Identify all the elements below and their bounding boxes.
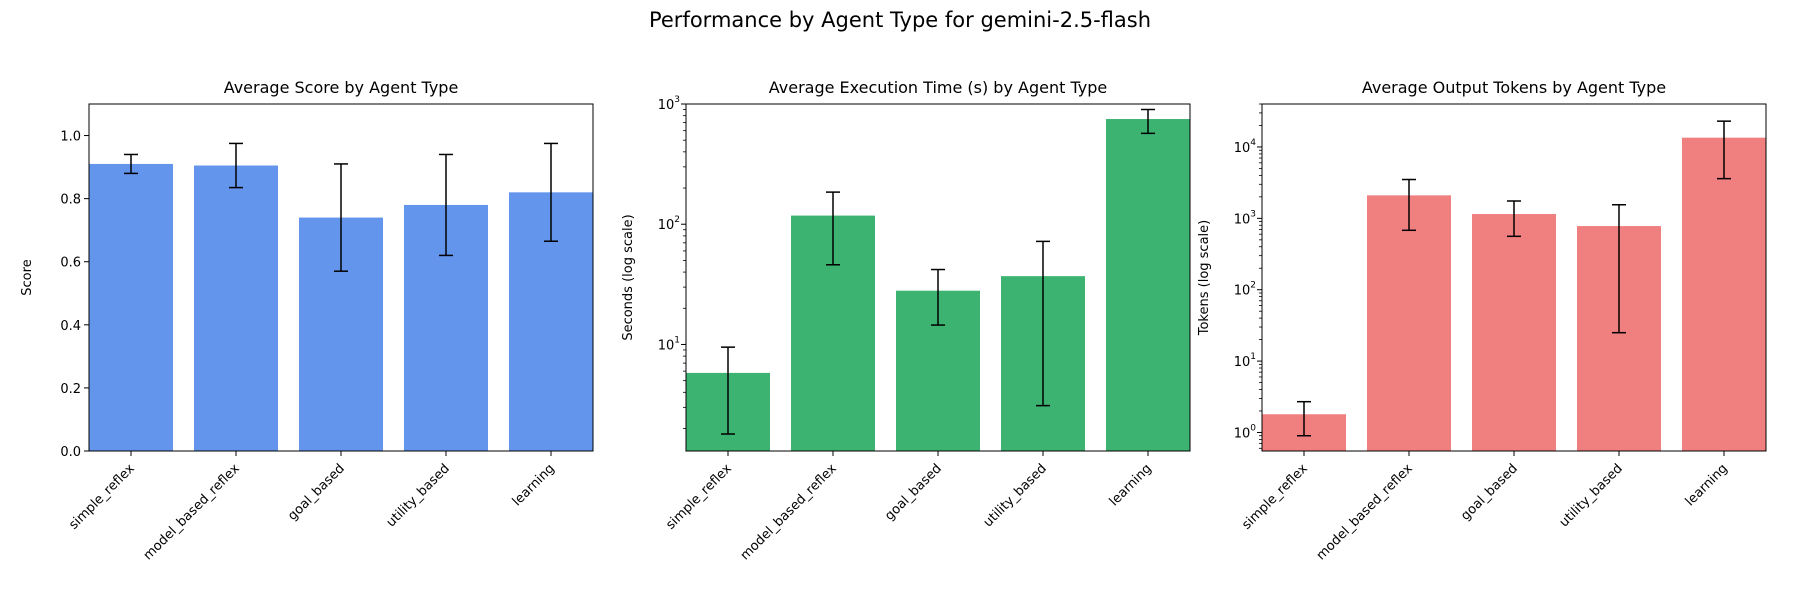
y-tick-label: 101 [658, 335, 680, 353]
bar-model_based_reflex [1367, 195, 1451, 451]
error-bar-utility_based [1036, 240, 1050, 407]
subplot-title: Average Output Tokens by Agent Type [1362, 78, 1666, 97]
error-bar-utility_based [439, 153, 453, 257]
error-bar-simple_reflex [721, 346, 735, 435]
bar-simple_reflex [89, 163, 173, 451]
y-tick-label: 0.6 [60, 256, 81, 271]
subplot-title: Average Score by Agent Type [224, 78, 459, 97]
error-bar-utility_based [1612, 204, 1626, 334]
x-tick-label-model_based_reflex: model_based_reflex [141, 461, 243, 563]
y-tick-label: 0.2 [60, 382, 81, 397]
x-tick-label-goal_based: goal_based [1458, 461, 1521, 524]
y-tick-label: 101 [1234, 352, 1256, 370]
x-tick-label-learning: learning [1683, 461, 1731, 509]
error-bar-model_based_reflex [826, 191, 840, 266]
y-axis-label: Score [20, 259, 35, 295]
x-tick-label-learning: learning [510, 461, 558, 509]
x-tick-label-model_based_reflex: model_based_reflex [738, 461, 840, 563]
error-bar-goal_based [334, 163, 348, 272]
y-tick-label: 0.4 [60, 319, 81, 334]
y-tick-label: 0.8 [60, 193, 81, 208]
error-bar-goal_based [931, 268, 945, 326]
bar-model_based_reflex [194, 165, 278, 451]
subplot-2: 101 102 103 simple_reflex model_based_reflex… [621, 78, 1191, 563]
error-bar-simple_reflex [124, 153, 138, 175]
figure-title: Performance by Agent Type for gemini-2.5… [648, 8, 1152, 32]
error-bar-learning [544, 142, 558, 242]
x-tick-label-learning: learning [1107, 461, 1155, 509]
error-bar-learning [1141, 108, 1155, 135]
x-tick-label-utility_based: utility_based [384, 461, 453, 530]
x-tick-label-utility_based: utility_based [1557, 461, 1626, 530]
subplot-title: Average Execution Time (s) by Agent Type [769, 78, 1107, 97]
error-bar-model_based_reflex [229, 142, 243, 189]
error-bar-simple_reflex [1297, 400, 1311, 437]
y-axis-label: Seconds (log scale) [621, 214, 636, 340]
y-axis-label: Tokens (log scale) [1197, 220, 1212, 336]
error-bar-goal_based [1507, 200, 1521, 238]
error-bar-model_based_reflex [1402, 178, 1416, 232]
x-tick-label-model_based_reflex: model_based_reflex [1314, 461, 1416, 563]
y-tick-label: 102 [658, 215, 680, 233]
x-tick-label-goal_based: goal_based [285, 461, 348, 524]
y-tick-label: 104 [1234, 138, 1257, 156]
y-tick-label: 103 [1234, 209, 1256, 227]
x-tick-label-utility_based: utility_based [981, 461, 1050, 530]
y-tick-label: 0.0 [60, 445, 81, 460]
x-tick-label-simple_reflex: simple_reflex [66, 461, 138, 533]
bar-goal_based [1472, 214, 1556, 451]
x-tick-label-goal_based: goal_based [882, 461, 945, 524]
y-tick-label: 103 [658, 95, 680, 113]
y-tick-label: 1.0 [60, 130, 81, 145]
bar-learning [1106, 119, 1190, 451]
y-tick-label: 100 [1234, 423, 1257, 441]
subplot-1: 0.0 0.2 0.4 0.6 0.8 1.0 simple_reflex model_bas… [20, 78, 594, 563]
error-bar-learning [1717, 120, 1731, 180]
x-tick-label-simple_reflex: simple_reflex [1239, 461, 1311, 533]
x-tick-label-simple_reflex: simple_reflex [663, 461, 735, 533]
y-tick-label: 102 [1234, 281, 1256, 299]
subplot-3: 100 101 102 103 104 simple_reflex model_based_… [1197, 78, 1767, 563]
bar-learning [1682, 137, 1766, 451]
